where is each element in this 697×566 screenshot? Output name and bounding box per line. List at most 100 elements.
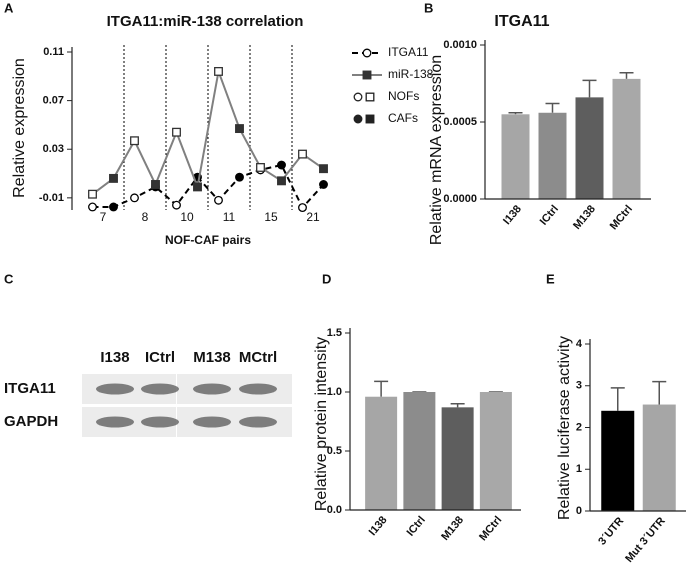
y-axis-label: Relative mRNA expression: [428, 55, 445, 245]
error-bar: [652, 380, 667, 405]
panel-label: D: [322, 271, 331, 286]
legend-label: ITGA11: [388, 45, 429, 59]
blot-band: [96, 416, 134, 428]
marker: [172, 200, 181, 210]
marker: [88, 202, 97, 212]
x-tick-label: MCtrl: [608, 203, 635, 232]
y-tick-label: -0.01: [39, 192, 64, 204]
marker: [109, 202, 118, 212]
marker: [235, 124, 244, 134]
marker: [130, 193, 139, 203]
x-tick-label: 3´UTR: [596, 515, 626, 548]
series-line: [91, 67, 325, 195]
error-bar: [508, 112, 523, 115]
bar: [501, 114, 530, 199]
marker: [319, 164, 328, 174]
y-tick-label: 0.0010: [443, 39, 477, 51]
y-axis-label: Relative protein intensity: [313, 337, 330, 511]
x-tick-label: 7: [100, 210, 107, 224]
chart-title: ITGA11:miR-138 correlation: [107, 13, 304, 30]
y-tick-label: 4: [576, 338, 583, 350]
error-bar: [545, 102, 560, 113]
y-tick-label: 0.0: [327, 504, 342, 516]
y-tick-label: 0.03: [43, 143, 64, 155]
bar: [601, 410, 635, 511]
panel-label: A: [4, 0, 14, 15]
chart-title: ITGA11: [494, 13, 549, 30]
bar: [575, 97, 604, 199]
y-tick-label: 0.5: [327, 445, 342, 457]
marker: [362, 70, 372, 80]
marker: [172, 127, 181, 137]
marker: [109, 173, 118, 183]
x-tick-label: Mut 3´UTR: [623, 515, 668, 565]
marker: [298, 203, 307, 213]
marker: [88, 189, 97, 199]
bar: [612, 78, 641, 199]
legend-label: CAFs: [388, 111, 418, 125]
error-bar: [374, 380, 389, 397]
marker: [214, 66, 223, 76]
x-tick-label: ICtrl: [538, 203, 561, 228]
blot-column-label: MCtrl: [239, 349, 277, 366]
error-bar: [450, 403, 465, 408]
blot-band: [141, 416, 179, 428]
blot-band: [96, 383, 134, 395]
marker: [214, 195, 223, 205]
x-tick-label: I138: [501, 203, 524, 227]
blot-band: [193, 416, 231, 428]
x-tick-label: 15: [264, 210, 278, 224]
bar: [479, 392, 512, 510]
marker: [353, 114, 363, 124]
marker: [298, 149, 307, 159]
marker: [353, 92, 363, 102]
panel-label: B: [424, 0, 433, 15]
blot-row-label: ITGA11: [4, 380, 56, 397]
bar: [538, 112, 567, 199]
x-tick-label: 10: [180, 210, 194, 224]
x-tick-label: 11: [223, 210, 236, 224]
y-tick-label: 0.0005: [443, 116, 477, 128]
x-tick-label: M138: [571, 203, 598, 232]
x-tick-label: M138: [439, 514, 466, 543]
y-tick-label: 2: [576, 421, 582, 433]
y-tick-label: 1.5: [327, 327, 342, 339]
blot-band: [239, 416, 277, 428]
marker: [319, 180, 328, 189]
blot-row-label: GAPDH: [4, 413, 58, 430]
x-tick-label: ICtrl: [405, 514, 428, 539]
y-tick-label: 0.11: [43, 46, 64, 58]
y-tick-label: 0.0000: [443, 193, 477, 205]
y-tick-label: 0: [576, 505, 582, 517]
marker: [130, 136, 139, 146]
blot-band: [141, 383, 179, 395]
marker: [235, 172, 244, 182]
marker: [362, 48, 372, 58]
panel-label: E: [546, 271, 555, 286]
legend-label: NOFs: [388, 89, 419, 103]
marker: [256, 163, 265, 172]
y-tick-label: 3: [576, 380, 582, 392]
x-tick-label: MCtrl: [477, 514, 504, 543]
bar: [642, 404, 676, 511]
bar: [441, 407, 474, 510]
bar: [403, 392, 436, 510]
error-bar: [619, 71, 634, 79]
blot-band: [193, 383, 231, 395]
x-tick-label: 8: [142, 210, 149, 224]
y-tick-label: 1.0: [327, 386, 342, 398]
marker: [277, 160, 286, 170]
marker: [365, 114, 375, 124]
marker: [151, 180, 160, 189]
marker: [193, 182, 202, 192]
y-tick-label: 0.07: [43, 95, 64, 107]
blot-column-label: M138: [193, 349, 231, 366]
y-tick-label: 1: [576, 463, 582, 475]
blot-band: [239, 383, 277, 395]
marker: [277, 176, 286, 186]
legend-label: miR-138: [388, 67, 434, 81]
blot-column-label: ICtrl: [145, 349, 175, 366]
y-axis-label: Relative luciferase activity: [556, 336, 573, 520]
marker: [365, 92, 375, 102]
